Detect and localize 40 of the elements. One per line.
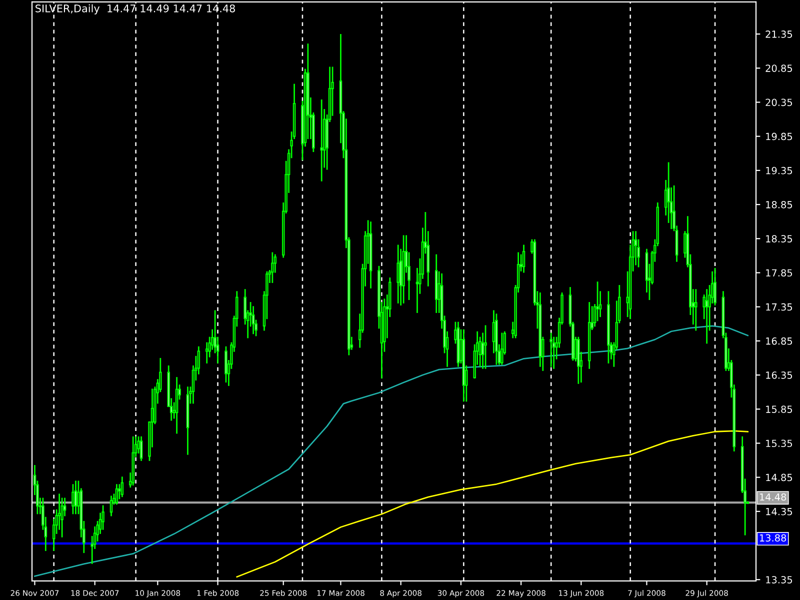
candlestick xyxy=(484,325,487,369)
ref-line-label: 13.88 xyxy=(760,534,786,542)
y-tick-label: 19.35 xyxy=(766,166,792,174)
line-series xyxy=(34,325,748,577)
candlestick xyxy=(396,244,400,304)
candlestick xyxy=(320,99,323,182)
candlestick xyxy=(175,377,178,434)
candlestick xyxy=(110,496,113,516)
y-tick-label: 18.85 xyxy=(766,201,792,208)
y-tick-label: 16.35 xyxy=(766,372,792,379)
candlestick xyxy=(694,289,698,331)
candlestick xyxy=(500,332,504,365)
y-tick-label: 16.85 xyxy=(766,337,792,345)
y-tick-label: 17.85 xyxy=(766,269,792,277)
candlestick xyxy=(705,289,708,344)
y-tick-label: 13.35 xyxy=(766,576,792,584)
ref-line-label: 14.48 xyxy=(760,493,786,501)
candlestick xyxy=(271,252,274,283)
y-tick-label: 15.35 xyxy=(766,440,792,448)
candlestick xyxy=(74,480,78,514)
y-tick-label: 14.35 xyxy=(766,508,792,516)
y-tick-label: 14.85 xyxy=(766,474,792,482)
line-series xyxy=(236,430,748,578)
y-tick-label: 20.35 xyxy=(766,98,792,106)
y-tick-label: 20.85 xyxy=(766,64,792,72)
candlestick xyxy=(102,505,104,530)
candlestick xyxy=(140,436,143,461)
candlestick xyxy=(60,498,64,538)
y-tick-label: 18.35 xyxy=(766,235,792,242)
y-tick-label: 17.35 xyxy=(766,303,792,311)
y-tick-label: 15.85 xyxy=(766,406,792,413)
candlestick xyxy=(252,306,255,334)
y-tick-label: 19.85 xyxy=(766,132,792,140)
candlestick xyxy=(522,244,526,273)
chart-title: SILVER,Daily 14.47 14.49 14.47 14.48 xyxy=(36,4,235,14)
candlestick xyxy=(115,484,118,505)
candlestick xyxy=(72,484,74,514)
y-tick-label: 21.35 xyxy=(766,30,792,38)
candlestick xyxy=(120,476,124,498)
candlestick xyxy=(224,346,228,383)
